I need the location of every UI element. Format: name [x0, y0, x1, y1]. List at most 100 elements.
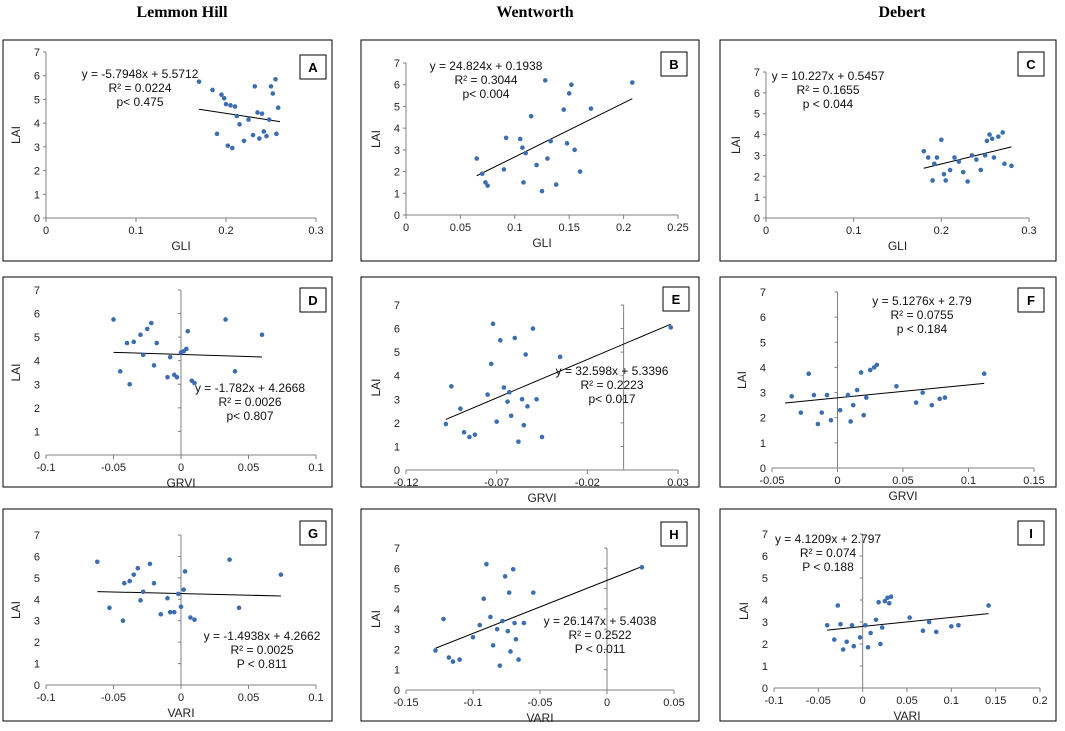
data-point	[257, 136, 262, 141]
x-tick-label: 0.03	[667, 477, 688, 489]
y-tick-label: 5	[394, 347, 400, 359]
data-point	[519, 396, 525, 402]
regression-text: R² = 0.2522	[568, 628, 631, 642]
y-tick-label: 2	[34, 637, 40, 649]
data-point	[234, 113, 240, 119]
x-axis-label: GRVI	[527, 491, 556, 505]
x-tick-label: 0.25	[667, 222, 688, 234]
data-point	[165, 595, 170, 601]
data-point	[926, 619, 932, 625]
data-point	[135, 565, 141, 571]
data-point	[117, 369, 123, 374]
data-point	[1000, 130, 1005, 135]
data-point	[815, 421, 821, 427]
data-point	[969, 153, 975, 158]
x-tick-label: 0.2	[934, 225, 949, 237]
data-point	[505, 399, 510, 404]
data-point	[845, 392, 851, 398]
data-point	[241, 138, 247, 144]
data-point	[894, 383, 899, 389]
data-point	[230, 145, 235, 151]
data-point	[219, 92, 224, 97]
data-point	[978, 167, 984, 173]
data-point	[261, 129, 267, 134]
x-tick-label: 0.3	[1021, 225, 1036, 237]
data-point	[227, 557, 232, 562]
panel-badge	[660, 521, 688, 547]
panel-frame	[360, 508, 700, 722]
data-point	[147, 561, 153, 567]
data-point	[668, 325, 674, 330]
x-tick-label: -0.05	[101, 692, 126, 704]
data-point	[878, 641, 883, 647]
data-point	[639, 564, 645, 570]
data-point	[857, 635, 863, 640]
data-point	[154, 340, 159, 346]
data-point	[127, 381, 132, 387]
x-tick-label: -0.1	[37, 462, 56, 474]
regression-text: R² = 0.0224	[108, 81, 171, 95]
y-tick-label: 6	[394, 563, 400, 575]
data-point	[838, 621, 843, 627]
data-point	[553, 182, 559, 187]
x-tick-label: 0.2	[1032, 695, 1047, 707]
x-tick-label: 0.3	[308, 225, 323, 237]
panel-badge	[660, 51, 688, 77]
x-tick-label: 0.05	[663, 697, 684, 709]
data-point	[564, 141, 570, 146]
trendline	[785, 382, 985, 404]
data-point	[484, 561, 489, 567]
data-point	[488, 361, 494, 367]
panel-badge	[1017, 287, 1045, 313]
y-tick-label: 7	[394, 543, 400, 555]
data-point	[861, 412, 866, 418]
y-tick-label: 4	[394, 604, 400, 616]
x-axis-label: VARI	[167, 706, 194, 720]
data-point	[192, 380, 197, 386]
y-axis-label: LAI	[9, 601, 23, 619]
data-point	[490, 643, 496, 648]
data-point	[577, 169, 583, 174]
y-tick-label: 0	[34, 680, 40, 692]
data-point	[941, 171, 947, 177]
x-tick-label: 0.1	[128, 225, 143, 237]
x-tick-label: 0.2	[218, 225, 233, 237]
y-axis-label: LAI	[369, 610, 383, 628]
data-point	[848, 419, 853, 424]
data-point	[844, 639, 850, 645]
data-point	[488, 614, 493, 620]
y-tick-label: 0	[34, 450, 40, 462]
regression-text: p< 0.004	[462, 87, 509, 101]
data-point	[111, 317, 116, 322]
panel-badge-label: G	[308, 526, 318, 541]
data-point	[461, 429, 467, 435]
x-axis-label: VARI	[526, 711, 553, 725]
regression-text: p< 0.017	[588, 392, 635, 406]
data-point	[151, 580, 157, 586]
panel-h: 0 1 2 3 4 5 6 7 -0.15 -0.1 -0.05 0 0.05 VARI LAI y = 26…	[360, 508, 700, 725]
data-point	[443, 421, 449, 427]
y-axis-label: LAI	[9, 126, 23, 144]
regression-text: p < 0.184	[897, 322, 948, 336]
data-point	[557, 354, 563, 360]
data-point	[539, 188, 545, 194]
regression-text: R² = 0.3044	[454, 73, 517, 87]
y-tick-label: 3	[394, 394, 400, 406]
data-point	[174, 374, 180, 380]
data-point	[798, 410, 804, 415]
y-tick-label: 0	[394, 685, 400, 697]
data-point	[214, 131, 220, 137]
data-point	[274, 131, 279, 137]
x-tick-label: 0	[178, 462, 184, 474]
regression-text: R² = 0.0755	[890, 308, 953, 322]
data-point	[930, 178, 935, 183]
data-point	[266, 117, 272, 122]
y-axis-label: LAI	[9, 363, 23, 381]
regression-text: p < 0.044	[803, 97, 854, 111]
y-tick-label: 5	[34, 94, 40, 106]
y-tick-label: 6	[34, 309, 40, 321]
data-point	[956, 159, 962, 164]
data-point	[835, 603, 841, 608]
x-axis-label: VARI	[893, 709, 920, 723]
